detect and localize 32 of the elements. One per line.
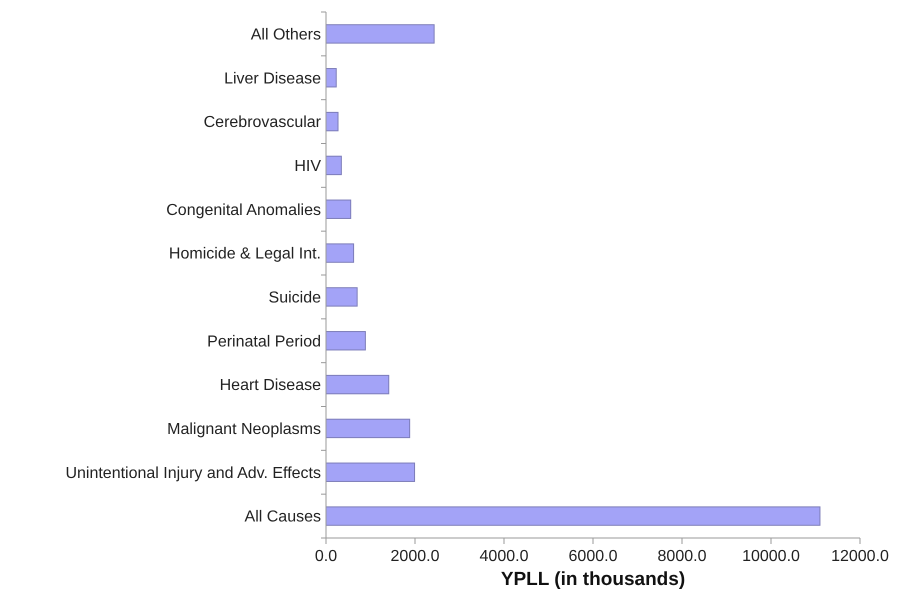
bar [326, 200, 352, 219]
y-tick-label: Suicide [268, 290, 322, 307]
y-tick-label: All Others [250, 26, 321, 44]
x-tick-label: 2000.0 [390, 548, 440, 565]
y-tick-label: HIV [294, 158, 322, 176]
bar [326, 112, 339, 132]
x-tick-label: 4000.0 [480, 548, 529, 565]
y-tick-label: Congenital Anomalies [166, 202, 321, 219]
bar [326, 68, 337, 88]
x-tick-label: 10000.0 [742, 548, 800, 565]
y-tick-label: All Causes [244, 508, 321, 526]
x-tick-label: 8000.0 [658, 548, 707, 565]
bar [326, 287, 358, 307]
bar [326, 462, 416, 482]
y-tick-label: Homicide & Legal Int. [168, 246, 321, 263]
bar [326, 24, 435, 44]
y-tick-label: Malignant Neoplasms [167, 421, 321, 438]
x-tick-label: 0.0 [314, 548, 338, 565]
bar [326, 156, 342, 176]
x-tick-label: 12000.0 [831, 548, 890, 565]
bar [326, 418, 410, 438]
y-tick-label: Heart Disease [220, 377, 322, 394]
bar [326, 374, 390, 394]
bar [326, 331, 366, 350]
bar [326, 506, 820, 526]
bar [326, 243, 354, 263]
y-tick-label: Perinatal Period [207, 333, 321, 350]
x-tick-label: 6000.0 [568, 548, 618, 565]
y-tick-label: Liver Disease [224, 70, 322, 88]
x-axis-title: YPLL (in thousands) [500, 569, 686, 590]
y-tick-label: Unintentional Injury and Adv. Effects [65, 464, 321, 482]
y-tick-label: Cerebrovascular [204, 114, 322, 132]
